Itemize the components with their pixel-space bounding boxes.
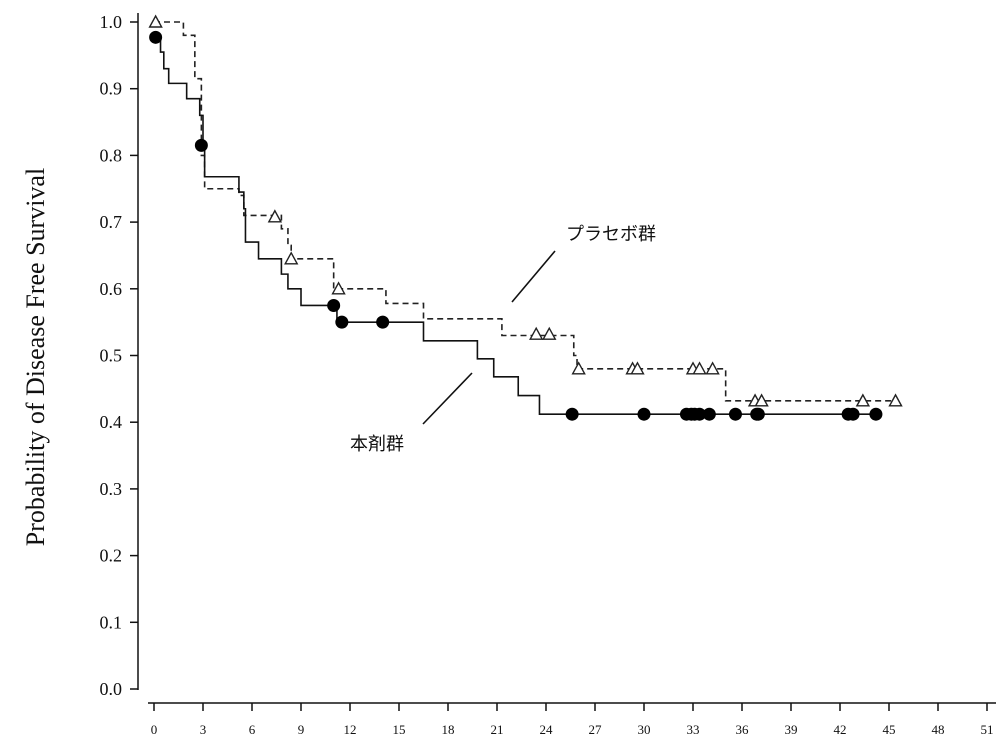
drug-annotation: 本剤群 bbox=[350, 434, 404, 455]
drug-censor-marker bbox=[327, 298, 341, 312]
x-tick-label: 15 bbox=[393, 722, 406, 737]
placebo-censor-marker bbox=[284, 251, 299, 265]
x-tick-label: 30 bbox=[638, 722, 651, 737]
placebo-censor-marker bbox=[571, 361, 586, 375]
x-tick-label: 6 bbox=[249, 722, 256, 737]
x-tick-label: 36 bbox=[736, 722, 750, 737]
placebo-censor-marker bbox=[754, 393, 769, 407]
x-tick-label: 9 bbox=[298, 722, 305, 737]
y-tick-label: 0.2 bbox=[100, 546, 123, 566]
x-tick-label: 12 bbox=[344, 722, 357, 737]
placebo-censor-marker bbox=[529, 326, 544, 340]
placebo-step-line bbox=[154, 21, 896, 402]
placebo-censor-marker bbox=[855, 393, 871, 407]
drug-censor-marker bbox=[751, 407, 765, 421]
y-tick-label: 0.3 bbox=[100, 479, 123, 499]
placebo-censor-marker bbox=[267, 209, 283, 223]
y-tick-label: 1.0 bbox=[100, 12, 123, 32]
x-tick-label: 42 bbox=[834, 722, 847, 737]
placebo-censor-marker bbox=[692, 361, 707, 375]
drug-censor-marker bbox=[376, 315, 390, 329]
placebo-censor-marker bbox=[630, 361, 645, 375]
drug-censor-marker bbox=[637, 407, 651, 421]
y-tick-label: 0.8 bbox=[100, 145, 123, 165]
x-tick-label: 3 bbox=[200, 722, 207, 737]
drug-censor-marker bbox=[846, 407, 860, 421]
x-tick-label: 51 bbox=[981, 722, 994, 737]
placebo-censor-marker bbox=[705, 361, 720, 375]
x-tick-label: 24 bbox=[540, 722, 554, 737]
drug-leader-line bbox=[422, 372, 473, 425]
y-axis-title: Probability of Disease Free Survival bbox=[21, 168, 50, 546]
annotations-layer: プラセボ群 本剤群 bbox=[350, 224, 656, 455]
y-tick-label: 0.7 bbox=[100, 212, 123, 232]
placebo-leader-line bbox=[511, 250, 556, 303]
placebo-censor-marker bbox=[542, 326, 557, 340]
drug-censor-marker bbox=[702, 407, 716, 421]
y-tick-label: 0.6 bbox=[100, 279, 123, 299]
y-tick-label: 0.0 bbox=[100, 679, 123, 699]
placebo-censor-marker bbox=[148, 14, 163, 28]
drug-censor-marker bbox=[728, 407, 742, 421]
series-layer bbox=[148, 14, 903, 421]
drug-censor-marker bbox=[565, 407, 579, 421]
y-tick-label: 0.5 bbox=[100, 346, 123, 366]
placebo-censor-marker bbox=[888, 393, 903, 407]
x-tick-label: 33 bbox=[687, 722, 700, 737]
y-tick-label: 0.4 bbox=[100, 412, 123, 432]
drug-series bbox=[149, 30, 883, 421]
y-tick-label: 0.1 bbox=[100, 612, 123, 632]
axes: 0.00.10.20.30.40.50.60.70.80.91.00 3 6 9 12 1… bbox=[21, 12, 996, 737]
x-tick-label: 18 bbox=[442, 722, 455, 737]
y-tick-label: 0.9 bbox=[100, 79, 123, 99]
placebo-series bbox=[148, 14, 903, 407]
placebo-censor-marker bbox=[331, 281, 346, 295]
placebo-annotation: プラセボ群 bbox=[566, 224, 656, 245]
x-tick-label: 39 bbox=[785, 722, 798, 737]
drug-censor-marker bbox=[194, 138, 208, 152]
x-tick-label: 45 bbox=[883, 722, 896, 737]
x-tick-label: 21 bbox=[491, 722, 504, 737]
drug-censor-marker bbox=[335, 315, 349, 329]
drug-step-line bbox=[154, 36, 876, 415]
x-tick-label: 48 bbox=[932, 722, 945, 737]
drug-censor-marker bbox=[149, 30, 163, 44]
drug-censor-marker bbox=[869, 407, 883, 421]
x-tick-label: 27 bbox=[589, 722, 603, 737]
x-tick-label: 0 bbox=[151, 722, 158, 737]
